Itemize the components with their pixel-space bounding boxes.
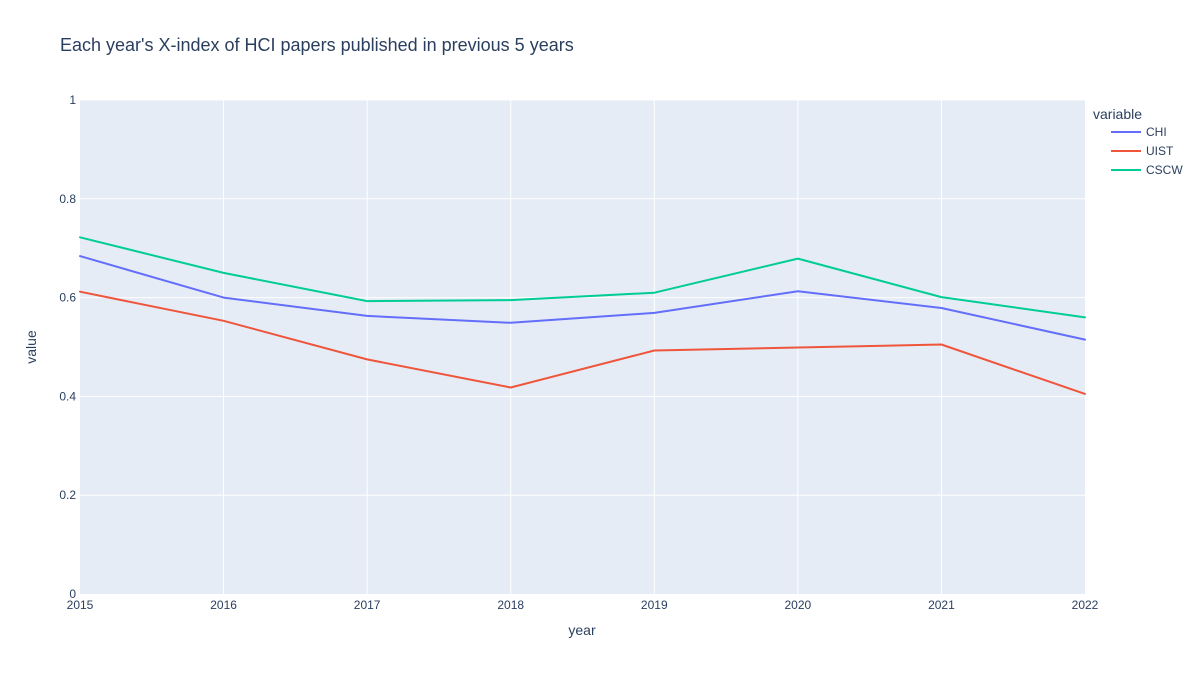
y-tick-label: 0.8 <box>59 192 76 206</box>
series-line-cscw <box>79 236 1086 319</box>
legend-label: UIST <box>1146 144 1174 158</box>
series-lines <box>79 236 1086 395</box>
y-tick-label: 0.4 <box>59 389 76 403</box>
x-gridlines <box>223 100 942 594</box>
y-tick-label: 0 <box>69 587 76 601</box>
x-tick-label: 2018 <box>497 598 524 612</box>
y-tick-label: 0.2 <box>59 488 76 502</box>
legend-item-cscw[interactable]: CSCW <box>1111 163 1183 177</box>
y-tick-label: 0.6 <box>59 291 76 305</box>
x-tick-labels: 2015 2016 2017 2018 2019 2020 2021 2022 <box>67 598 1099 612</box>
x-tick-label: 2021 <box>928 598 955 612</box>
y-gridlines <box>80 99 1085 496</box>
x-axis-title: year <box>568 622 596 638</box>
legend-item-uist[interactable]: UIST <box>1111 144 1174 158</box>
y-tick-label: 1 <box>69 93 76 107</box>
x-tick-label: 2022 <box>1072 598 1099 612</box>
series-line-uist <box>79 290 1086 395</box>
y-tick-labels: 0 0.2 0.4 0.6 0.8 1 <box>59 93 76 601</box>
chart-title: Each year's X-index of HCI papers publis… <box>60 35 574 55</box>
x-tick-label: 2016 <box>210 598 237 612</box>
legend-items: CHI UIST CSCW <box>1111 125 1183 177</box>
y-axis-title: value <box>23 330 39 364</box>
legend-item-chi[interactable]: CHI <box>1111 125 1167 139</box>
plot-area <box>80 100 1085 594</box>
legend: variable CHI UIST CSCW <box>1093 106 1183 177</box>
legend-label: CSCW <box>1146 163 1183 177</box>
legend-label: CHI <box>1146 125 1167 139</box>
series-line-chi <box>79 255 1086 341</box>
x-tick-label: 2017 <box>354 598 381 612</box>
x-tick-label: 2015 <box>67 598 94 612</box>
legend-title: variable <box>1093 106 1142 122</box>
x-tick-label: 2020 <box>785 598 812 612</box>
x-tick-label: 2019 <box>641 598 668 612</box>
